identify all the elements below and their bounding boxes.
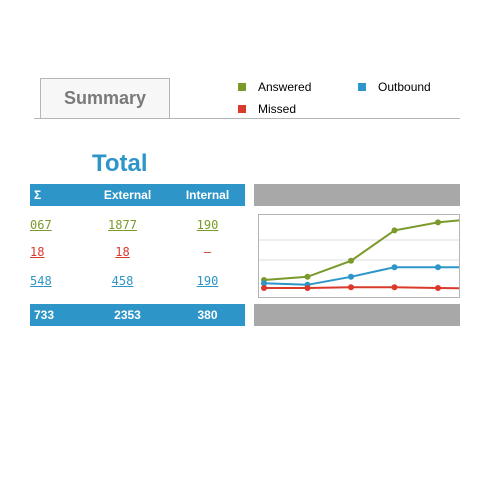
footer-external: 2353 [85,304,170,326]
data-point-missed[interactable] [304,285,311,291]
legend-item-outbound: Outbound [358,80,431,94]
table-row-missed: 18 18 – [30,241,245,263]
data-point-missed[interactable] [348,284,354,291]
answered-sum-link[interactable]: 067 [30,218,52,232]
answered-swatch-icon [238,83,246,91]
footer-internal: 380 [170,304,245,326]
data-point-answered[interactable] [391,227,398,234]
data-point-missed[interactable] [391,284,398,291]
data-point-answered[interactable] [435,219,441,226]
total-title: Total [92,150,148,177]
series-line-missed [264,286,460,290]
missed-external-link[interactable]: 18 [115,245,130,259]
answered-internal-link[interactable]: 190 [196,218,219,232]
data-point-outbound[interactable] [261,280,267,287]
data-point-missed[interactable] [435,285,441,291]
table-header-row: Σ External Internal [30,184,245,206]
data-point-outbound[interactable] [391,264,398,271]
chart-header-bar [254,184,460,206]
table-row-answered: 067 1877 190 [30,214,245,236]
footer-sum: 733 [30,304,85,326]
header-sum: Σ [30,184,85,206]
table-footer-row: 733 2353 380 [30,304,245,326]
outbound-external-link[interactable]: 458 [111,274,134,288]
outbound-internal-link[interactable]: 190 [196,274,219,288]
header-internal: Internal [170,184,245,206]
tab-divider [34,118,460,119]
data-point-outbound[interactable] [435,264,441,271]
answered-external-link[interactable]: 1877 [108,218,137,232]
outbound-swatch-icon [358,83,366,91]
data-point-answered[interactable] [348,257,354,264]
missed-sum-link[interactable]: 18 [30,245,45,259]
series-line-answered [263,219,460,281]
legend-label: Outbound [378,80,431,94]
data-point-answered[interactable] [304,273,311,280]
legend-item-missed: Missed [238,102,296,116]
legend-item-answered: Answered [238,80,311,94]
summary-tab[interactable]: Summary [40,78,170,118]
trend-chart-svg [258,214,460,298]
outbound-sum-link[interactable]: 548 [30,274,52,288]
trend-chart [258,214,460,298]
legend-label: Answered [258,80,312,94]
missed-internal-value: – [203,245,212,259]
missed-swatch-icon [238,105,246,113]
legend-label: Missed [258,102,297,116]
data-point-outbound[interactable] [348,273,354,280]
data-point-missed[interactable] [261,285,267,291]
summary-tab-label: Summary [63,88,147,108]
series-line-outbound [263,266,459,286]
chart-footer-bar [254,304,460,326]
header-external: External [85,184,170,206]
table-row-outbound: 548 458 190 [30,270,245,292]
